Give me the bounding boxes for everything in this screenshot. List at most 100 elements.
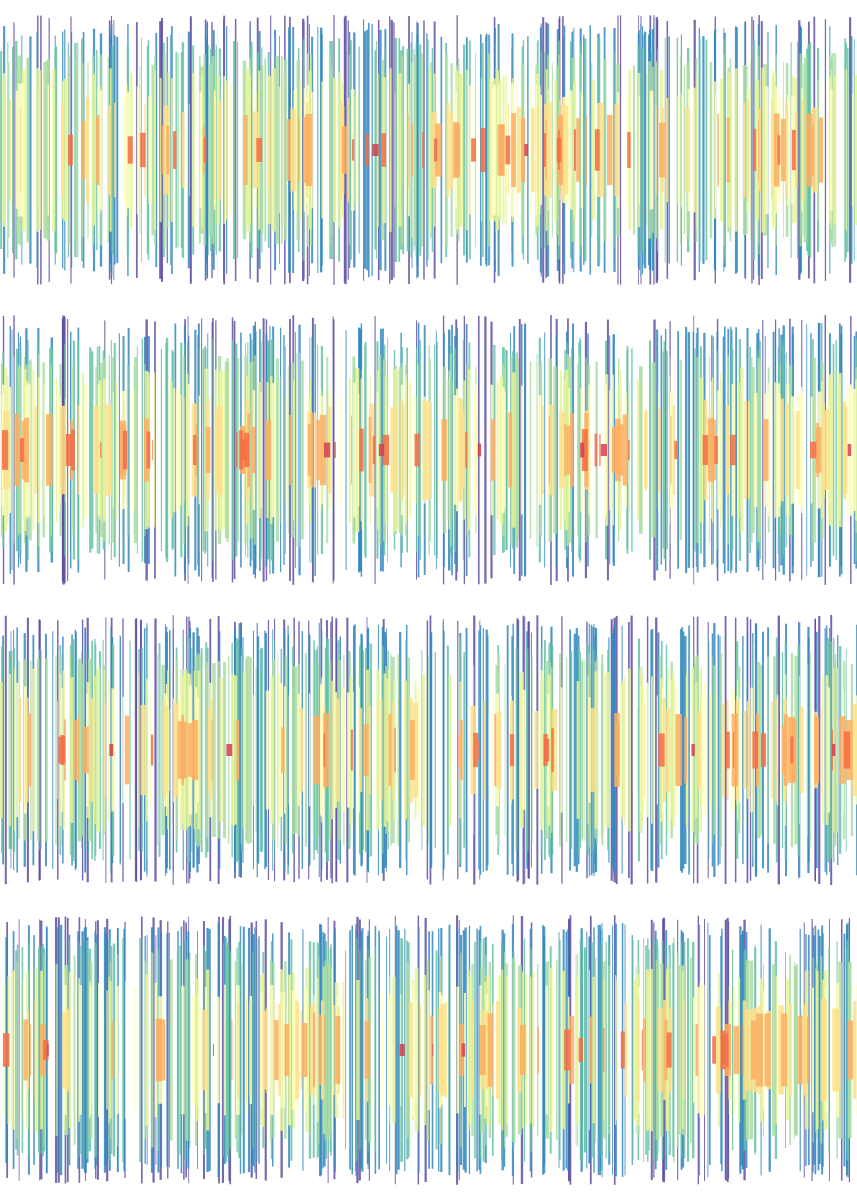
stroke-line: [149, 690, 152, 810]
stroke-line: [240, 439, 247, 461]
stroke-line: [725, 731, 730, 769]
stroke-line: [407, 114, 409, 186]
stroke-line: [476, 928, 478, 1172]
stroke-line: [449, 111, 454, 189]
stroke-line: [443, 630, 445, 870]
stroke-line: [323, 733, 326, 767]
stroke-line: [191, 719, 199, 781]
stroke-line: [723, 326, 726, 574]
stroke-line: [839, 716, 846, 784]
stroke-line: [133, 356, 137, 544]
stroke-line: [752, 367, 755, 533]
stroke-line: [231, 674, 236, 826]
stroke-line: [43, 383, 45, 517]
stroke-line: [449, 353, 452, 547]
stroke-line: [545, 986, 548, 1114]
stroke-line: [573, 633, 576, 867]
stroke-line: [707, 418, 714, 482]
stroke-line: [82, 726, 89, 774]
stroke-line: [210, 64, 212, 236]
stroke-line: [213, 97, 216, 203]
stroke-line: [619, 683, 622, 817]
stroke-line: [698, 710, 701, 790]
stroke-line: [660, 335, 663, 565]
stroke-line: [16, 961, 18, 1139]
stroke-line: [682, 631, 685, 869]
stroke-line: [140, 916, 143, 1184]
stroke-line: [780, 398, 784, 502]
stroke-line: [693, 997, 696, 1103]
stroke-line: [161, 664, 165, 836]
stroke-line: [63, 78, 68, 222]
stroke-line: [335, 1016, 341, 1084]
stroke-line: [818, 616, 821, 884]
stroke-line: [631, 348, 633, 552]
stroke-line: [821, 707, 823, 793]
stroke-line: [573, 82, 575, 218]
stroke-line: [842, 406, 848, 494]
stroke-line: [198, 395, 201, 505]
stroke-line: [89, 347, 92, 553]
stroke-line: [319, 685, 324, 815]
stroke-line: [501, 396, 505, 504]
stroke-line: [751, 16, 753, 284]
stroke-line: [825, 675, 829, 825]
stroke-line: [249, 657, 252, 843]
stroke-line: [584, 659, 586, 841]
stroke-line: [24, 417, 30, 483]
stroke-line: [252, 951, 254, 1149]
stroke-line: [778, 1005, 784, 1095]
stroke-line: [283, 335, 285, 565]
stroke-line: [695, 333, 697, 567]
stroke-line: [432, 1044, 434, 1056]
stroke-line: [774, 382, 777, 518]
stroke-line: [111, 688, 116, 812]
stroke-line: [699, 668, 703, 832]
stroke-line: [413, 702, 419, 798]
stroke-line: [771, 109, 773, 191]
stroke-line: [695, 1023, 699, 1077]
stroke-line: [492, 693, 494, 807]
stroke-line: [664, 328, 667, 572]
stroke-line: [152, 439, 153, 461]
stroke-line: [9, 673, 11, 827]
stroke-line: [381, 133, 387, 167]
stroke-line: [119, 636, 121, 864]
stroke-line: [368, 416, 372, 484]
stroke-line: [738, 339, 741, 561]
stroke-line: [13, 647, 15, 853]
stroke-line: [79, 659, 82, 841]
stroke-line: [628, 668, 631, 832]
stroke-line: [65, 433, 73, 467]
stroke-line: [11, 329, 13, 571]
stroke-line: [702, 435, 709, 465]
stroke-line: [329, 661, 332, 839]
stroke-line: [381, 990, 384, 1110]
stroke-line: [217, 661, 220, 839]
stroke-line: [73, 955, 76, 1145]
stroke-line: [61, 104, 64, 196]
stroke-line: [643, 31, 647, 269]
stroke-line: [850, 36, 853, 264]
stroke-line: [226, 362, 230, 538]
stroke-line: [752, 731, 759, 769]
stroke-line: [473, 390, 477, 510]
stroke-line: [9, 98, 12, 202]
stroke-line: [229, 84, 233, 216]
stroke-line: [236, 432, 238, 468]
stroke-line: [772, 331, 775, 569]
stroke-line: [781, 1013, 788, 1087]
stroke-line: [529, 361, 532, 539]
stroke-line: [516, 107, 521, 193]
stroke-line: [314, 412, 317, 488]
stroke-line: [427, 39, 429, 261]
stroke-line: [632, 65, 635, 235]
stroke-line: [77, 341, 80, 559]
stroke-line: [435, 123, 442, 177]
stroke-line: [526, 648, 529, 852]
stroke-line: [107, 106, 109, 194]
stroke-line: [102, 639, 104, 861]
stroke-line: [700, 377, 704, 523]
stroke-line: [588, 969, 590, 1131]
